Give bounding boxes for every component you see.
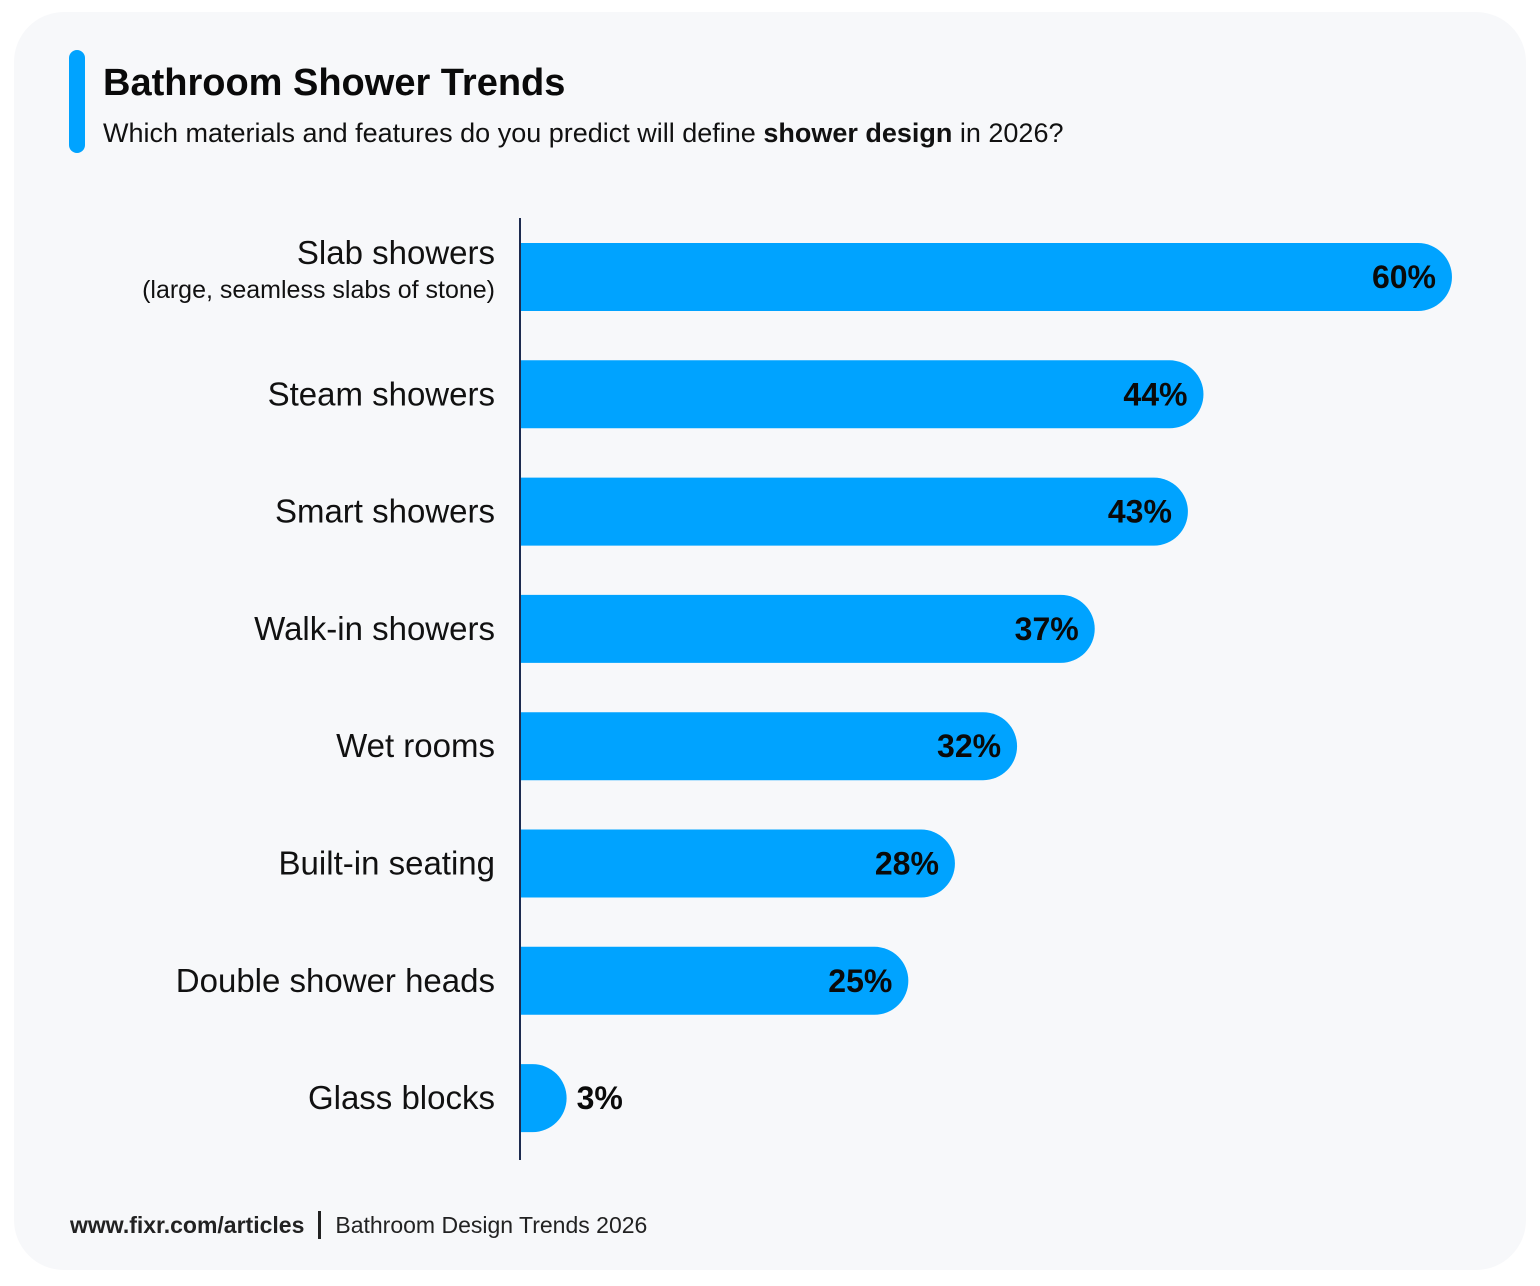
category-label: Smart showers [275,493,495,530]
chart-title: Bathroom Shower Trends [103,62,566,104]
footer-url[interactable]: www.fixr.com/articles [70,1212,305,1238]
category-label: Double shower heads [176,962,495,999]
chart-subtitle: Which materials and features do you pred… [103,118,1063,149]
bar [520,477,1188,546]
bar [520,243,1452,311]
title-accent-bar [69,50,85,153]
subtitle-text-end: in 2026? [952,118,1064,148]
data-label: 28% [875,846,939,882]
subtitle-bold: shower design [763,118,953,148]
category-label: Wet rooms [336,727,495,764]
footer-divider [318,1211,322,1239]
data-label: 3% [577,1080,623,1116]
data-label: 44% [1123,376,1187,412]
footer-source: Bathroom Design Trends 2026 [335,1212,648,1238]
data-label: 43% [1108,494,1172,530]
data-label: 25% [828,963,892,999]
bar [520,712,1018,781]
category-label: Built-in seating [279,845,495,882]
subtitle-text: Which materials and features do you pred… [103,118,764,148]
data-label: 32% [937,728,1001,764]
category-label: Slab showers [297,234,495,271]
bar [520,829,955,898]
bar [520,594,1095,663]
bar [520,360,1204,429]
bar [520,1064,567,1133]
category-label: Steam showers [268,375,495,412]
category-label: Walk-in showers [254,610,495,647]
bar [520,946,909,1015]
data-label: 37% [1015,611,1079,647]
category-sublabel: (large, seamless slabs of stone) [142,276,495,304]
category-label: Glass blocks [308,1079,495,1116]
data-label: 60% [1372,259,1436,295]
footer: www.fixr.com/articles Bathroom Design Tre… [70,1211,647,1239]
